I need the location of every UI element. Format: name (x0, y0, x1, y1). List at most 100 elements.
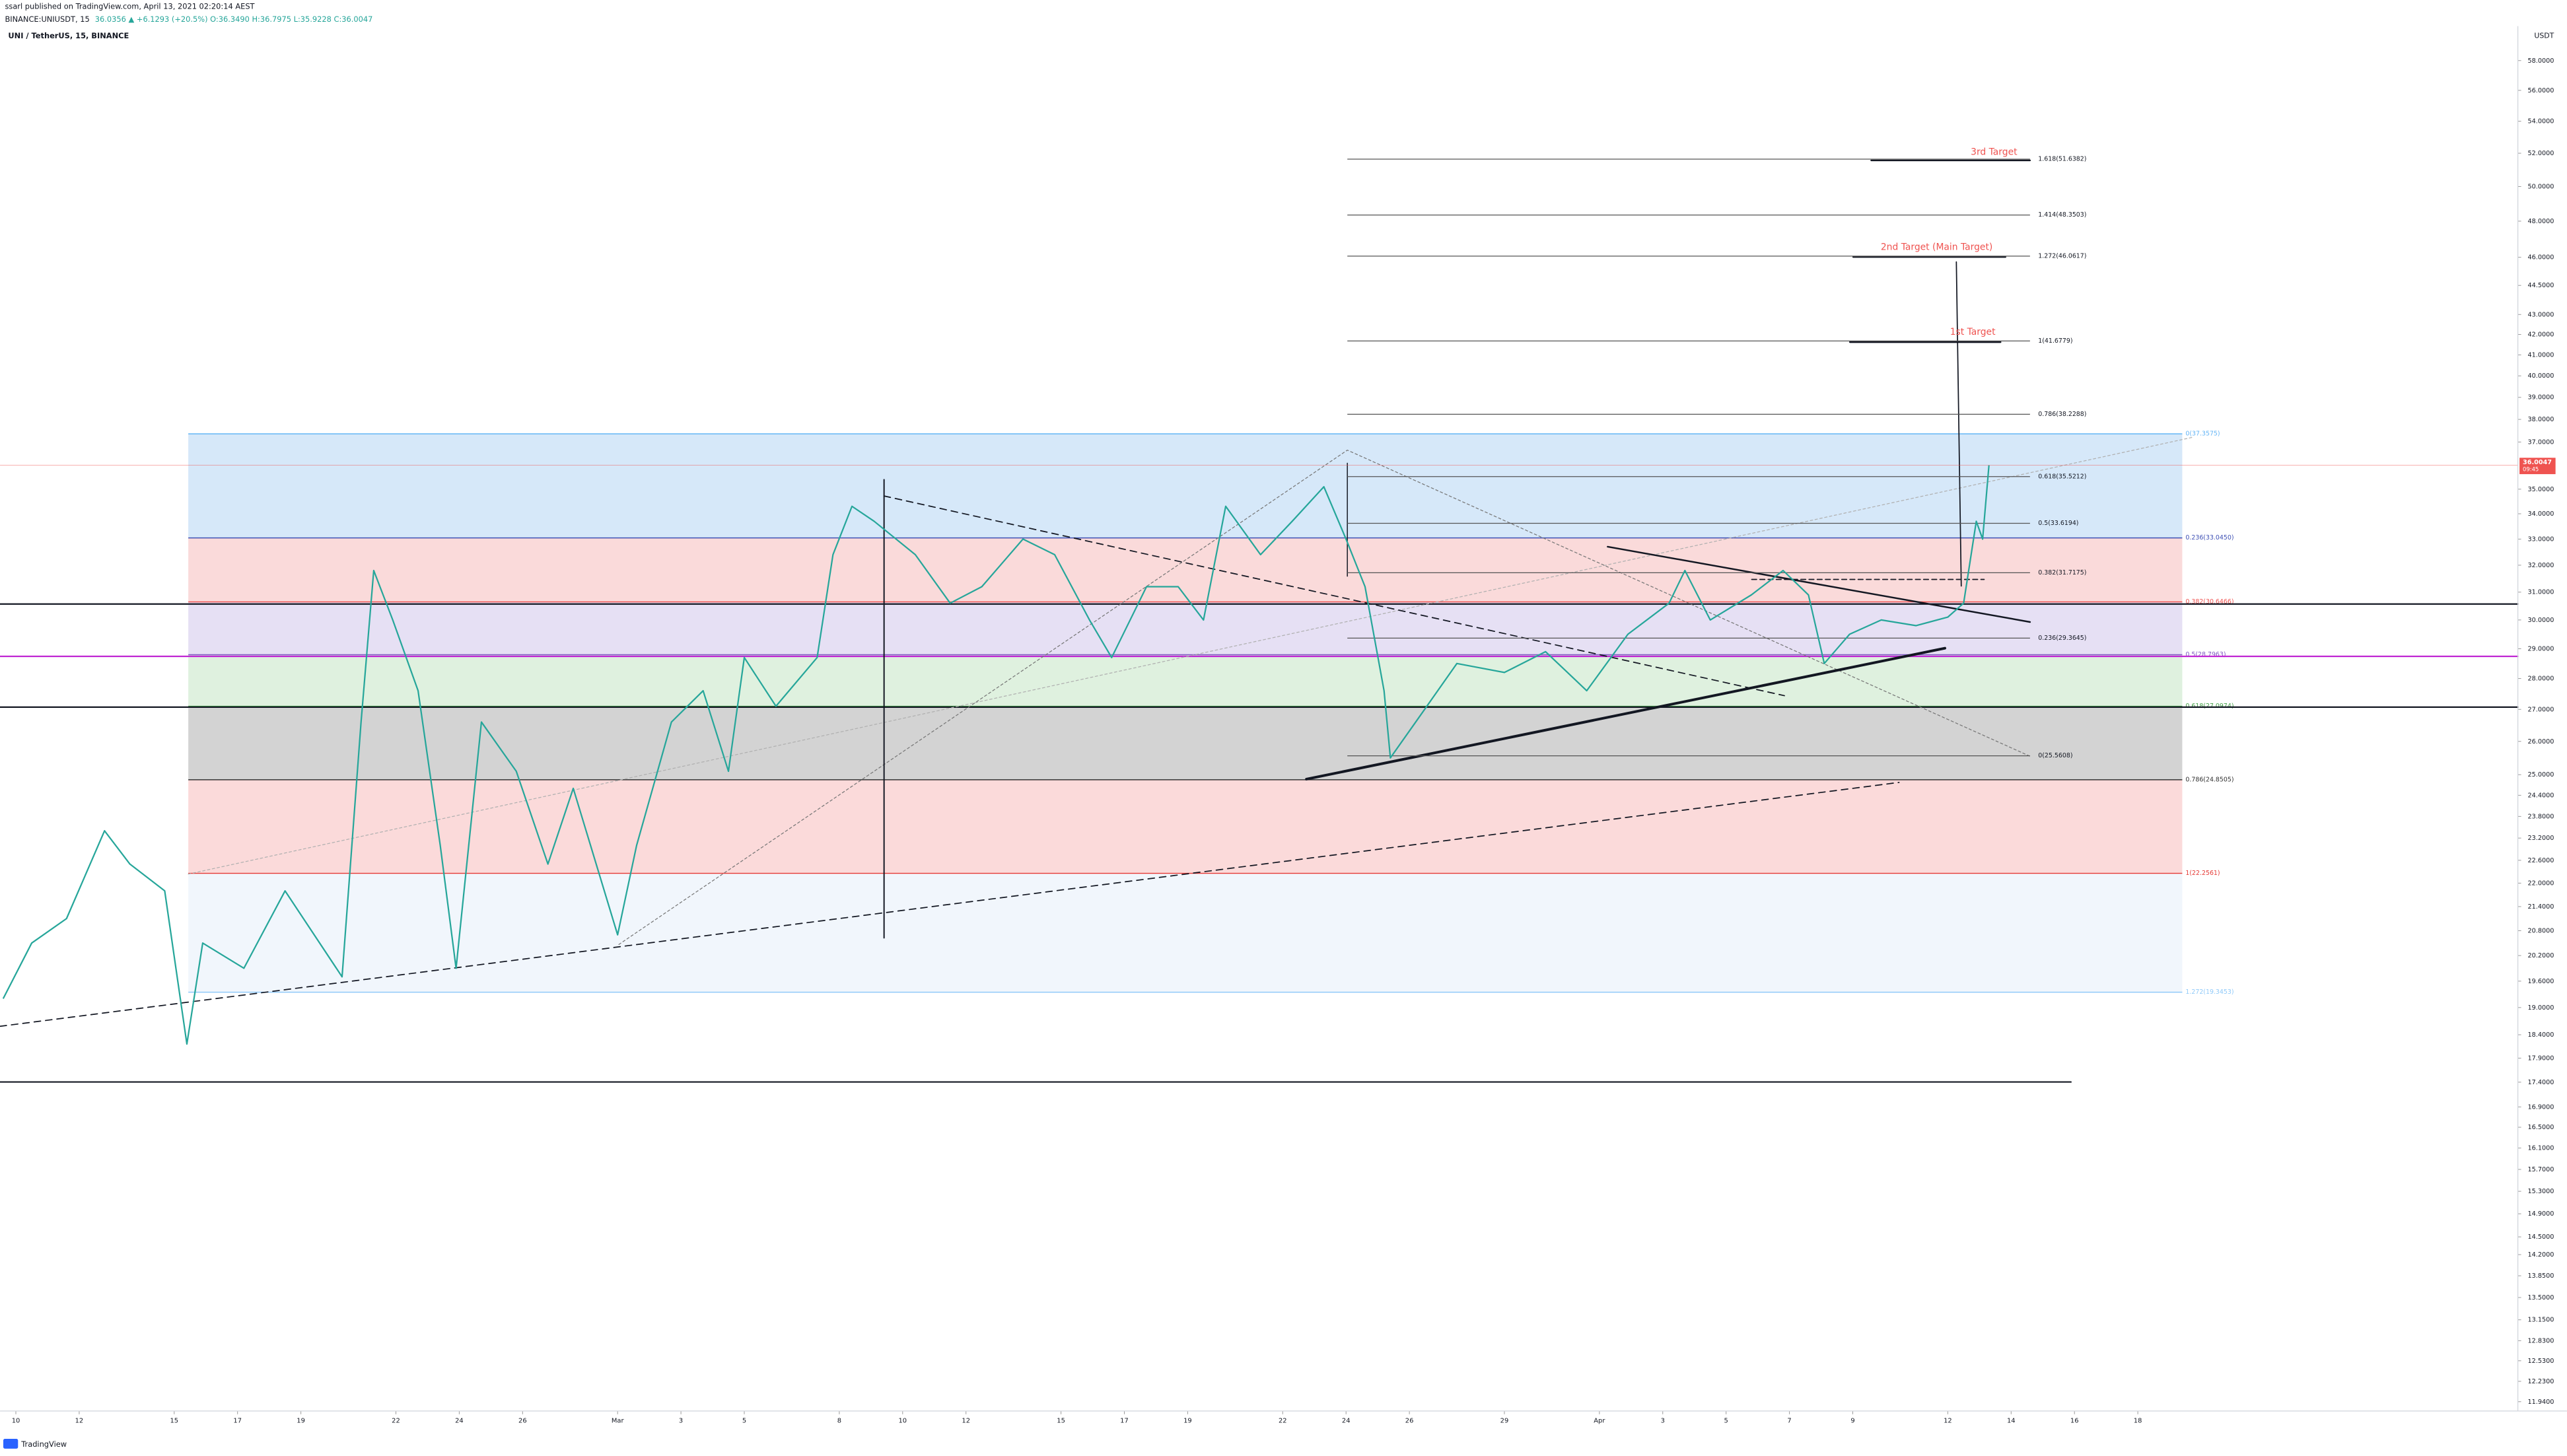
y-tick-label: 13.1500 (2527, 1317, 2554, 1324)
target-label: 1st Target (1950, 327, 1996, 337)
trend-line (1305, 646, 1946, 780)
y-tick-label: 22.6000 (2527, 857, 2554, 864)
y-tick-label: 54.0000 (2527, 118, 2554, 125)
y-tick-label: 48.0000 (2527, 218, 2554, 225)
last-price-tag (2519, 458, 2556, 475)
brand: TradingView (20, 1439, 67, 1449)
x-tick-label: 12 (75, 1418, 84, 1425)
y-tick-label: 46.0000 (2527, 254, 2554, 261)
y-tick-label: 16.9000 (2527, 1103, 2554, 1111)
last-price-label: 36.0047 (2523, 459, 2552, 466)
fib-ext-label: 0.236(29.3645) (2038, 635, 2086, 642)
y-tick-label: 20.8000 (2527, 928, 2554, 935)
projection-line (1955, 261, 1962, 587)
y-tick-label: 19.6000 (2527, 978, 2554, 985)
y-tick-label: 34.0000 (2527, 510, 2554, 518)
y-tick-label: 12.5300 (2527, 1358, 2554, 1365)
y-tick-label: 40.0000 (2527, 372, 2554, 380)
y-tick-label: 12.8300 (2527, 1337, 2554, 1344)
fib-ext-label: 0.618(35.5212) (2038, 473, 2086, 480)
y-tick-label: 20.2000 (2527, 952, 2554, 959)
fib-label: 1(22.2561) (2185, 870, 2220, 877)
fib-label: 0.618(27.0974) (2185, 703, 2233, 710)
x-tick-label: 24 (1342, 1418, 1351, 1425)
x-tick-label: 15 (1057, 1418, 1065, 1425)
fib-band (188, 654, 2183, 707)
y-tick-label: 12.2300 (2527, 1378, 2554, 1385)
y-tick-label: 33.0000 (2527, 536, 2554, 543)
fib-ext-label: 1.618(51.6382) (2038, 156, 2086, 163)
y-tick-label: 16.1000 (2527, 1145, 2554, 1152)
quote: 36.0356 ▲ +6.1293 (+20.5%) O:36.3490 H:3… (95, 15, 373, 24)
y-tick-label: 11.9400 (2527, 1399, 2554, 1406)
x-tick-label: 17 (1120, 1418, 1129, 1425)
y-tick-label: 26.0000 (2527, 738, 2554, 745)
y-tick-label: 38.0000 (2527, 416, 2554, 423)
fib-ext-label: 1.414(48.3503) (2038, 211, 2086, 219)
fib-ext-label: 1(41.6779) (2038, 337, 2072, 345)
x-tick-label: 14 (2007, 1418, 2016, 1425)
fib-band (188, 706, 2183, 780)
fib-label: 0(37.3575) (2185, 431, 2220, 438)
y-tick-label: 30.0000 (2527, 617, 2554, 624)
x-tick-label: 12 (1944, 1418, 1952, 1425)
logo (3, 1438, 18, 1449)
y-tick-label: 44.5000 (2527, 282, 2554, 289)
y-tick-label: 24.4000 (2527, 792, 2554, 799)
fib-ext-label: 0.5(33.6194) (2038, 520, 2078, 527)
y-tick-label: 16.5000 (2527, 1124, 2554, 1131)
x-tick-label: 29 (1500, 1418, 1509, 1425)
fib-bands: 0(37.3575) 0.236(33.0450) 0.382(30.6466) 0.… (188, 431, 2234, 996)
y-tick-label: 17.9000 (2527, 1055, 2554, 1062)
y-tick-label: 43.0000 (2527, 311, 2554, 318)
x-tick-label: 10 (12, 1418, 20, 1425)
fib-label: 0.382(30.6466) (2185, 598, 2233, 606)
fib-ext-label: 0(25.5608) (2038, 752, 2072, 759)
fib-band (188, 537, 2183, 602)
y-tick-label: 19.0000 (2527, 1004, 2554, 1012)
price-axis-unit: USDT (2534, 32, 2554, 40)
fib-band (188, 779, 2183, 874)
y-tick-label: 14.9000 (2527, 1210, 2554, 1218)
x-tick-label: 15 (170, 1418, 178, 1425)
y-tick-label: 32.0000 (2527, 562, 2554, 569)
fib-ext-label: 0.382(31.7175) (2038, 569, 2086, 576)
y-tick-label: 15.7000 (2527, 1166, 2554, 1173)
trend-line (188, 436, 2195, 875)
y-tick-label: 28.0000 (2527, 676, 2554, 683)
y-tick-label: 56.0000 (2527, 87, 2554, 94)
publisher: ssarl published on TradingView.com, Apri… (5, 1, 254, 11)
y-tick-label: 50.0000 (2527, 183, 2554, 190)
x-tick-label: 5 (1724, 1418, 1728, 1425)
y-tick-label: 13.5000 (2527, 1294, 2554, 1301)
y-tick-label: 29.0000 (2527, 645, 2554, 652)
x-tick-label: 5 (742, 1418, 746, 1425)
drawings (0, 159, 2519, 1083)
plot: 1.618(51.6382) 1.414(48.3503) 1.272(46.061… (0, 57, 2556, 1425)
x-tick-label: 3 (679, 1418, 683, 1425)
target-label: 2nd Target (Main Target) (1881, 242, 1992, 252)
y-tick-label: 31.0000 (2527, 589, 2554, 596)
y-tick-label: 23.8000 (2527, 813, 2554, 820)
y-tick-label: 17.4000 (2527, 1079, 2554, 1086)
fib-label: 0.786(24.8505) (2185, 776, 2233, 783)
x-tick-label: Mar (612, 1418, 625, 1425)
fib-label: 0.236(33.0450) (2185, 534, 2233, 541)
y-tick-label: 35.0000 (2527, 486, 2554, 493)
y-tick-label: 39.0000 (2527, 394, 2554, 401)
target-label: 3rd Target (1971, 147, 2018, 158)
y-tick-label: 14.5000 (2527, 1233, 2554, 1241)
y-tick-label: 41.0000 (2527, 351, 2554, 359)
fib-ext-label: 1.272(46.0617) (2038, 252, 2086, 260)
x-tick-label: 18 (2134, 1418, 2142, 1425)
fib-band (188, 434, 2183, 538)
y-tick-label: 37.0000 (2527, 438, 2554, 446)
y-tick-label: 23.2000 (2527, 835, 2554, 842)
chart-title: UNI / TetherUS, 15, BINANCE (8, 31, 129, 40)
x-tick-label: 26 (518, 1418, 527, 1425)
trend-line (618, 449, 2031, 945)
fib-band (188, 602, 2183, 655)
x-tick-label: 19 (1183, 1418, 1192, 1425)
